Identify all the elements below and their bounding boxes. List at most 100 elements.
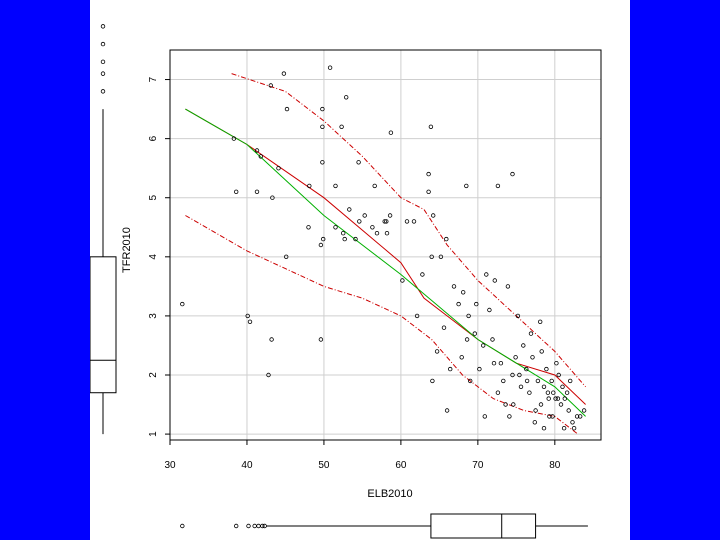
data-point [426, 171, 431, 177]
data-point [553, 396, 558, 401]
data-point [284, 106, 290, 112]
data-point [538, 402, 544, 407]
y-box-outlier [100, 24, 106, 29]
x-box [430, 513, 537, 539]
upper-band-line [231, 73, 586, 388]
data-point [528, 331, 534, 336]
data-point [484, 272, 489, 277]
data-point [487, 307, 492, 313]
x-tick-label: 30 [164, 460, 176, 471]
y-box-outlier [100, 59, 106, 65]
y-tick-label: 7 [148, 76, 159, 82]
y-axis-label: TFR2010 [121, 227, 133, 273]
data-point [541, 384, 547, 389]
data-point [283, 254, 289, 259]
data-point [566, 408, 571, 413]
data-point [247, 319, 253, 324]
x-box-outlier [233, 523, 239, 529]
data-point [268, 83, 273, 88]
data-point [180, 301, 185, 307]
data-point [539, 349, 544, 354]
data-point [318, 337, 324, 342]
data-point [491, 361, 497, 366]
data-point [400, 278, 405, 283]
data-point [451, 284, 457, 289]
data-point [426, 189, 431, 194]
data-point [472, 331, 477, 336]
data-point [231, 136, 237, 141]
data-point [568, 378, 573, 384]
data-point [517, 372, 522, 378]
data-point [434, 349, 440, 354]
data-point [430, 378, 435, 384]
scatterplot-chart: 1 2 3 4 5 6 7 30 40 50 60 70 80 ELB2010 TFR2010 [90, 24, 602, 539]
data-point [387, 213, 393, 218]
data-point [384, 230, 390, 236]
data-point [382, 219, 387, 224]
data-point [353, 236, 358, 242]
confidence-bands [185, 73, 586, 435]
data-point [320, 106, 325, 112]
y-box [90, 256, 117, 394]
data-point [444, 236, 449, 242]
data-point [461, 290, 466, 295]
data-point [495, 390, 501, 395]
data-point [558, 402, 564, 407]
data-point [254, 148, 260, 153]
x-tick-label: 50 [318, 460, 330, 471]
data-point [357, 219, 362, 224]
data-point [495, 183, 501, 189]
data-point [518, 384, 524, 389]
data-point [551, 390, 556, 395]
x-tick-label: 80 [549, 460, 561, 471]
lower-band-line [185, 215, 579, 435]
data-point [546, 396, 551, 401]
data-point [384, 219, 389, 224]
y-tick-label: 3 [148, 313, 159, 319]
data-point [532, 420, 537, 425]
data-point [464, 183, 469, 189]
data-point [524, 378, 530, 384]
y-tick-label: 6 [148, 135, 159, 141]
data-point [570, 420, 575, 425]
data-point [550, 414, 555, 419]
data-point [459, 355, 464, 360]
data-points [180, 65, 587, 431]
data-point [444, 408, 450, 413]
data-point [549, 378, 554, 384]
data-point [510, 372, 515, 378]
y-box-outlier [100, 89, 106, 94]
data-point [411, 219, 417, 224]
data-point [521, 343, 526, 348]
x-tick-label: 60 [395, 460, 407, 471]
data-point [513, 355, 518, 360]
data-point [370, 225, 375, 230]
data-point [555, 396, 561, 401]
data-point [498, 361, 504, 366]
data-point [342, 236, 347, 242]
y-box-outlier [100, 71, 106, 76]
y-tick-label: 5 [148, 195, 159, 201]
data-point [474, 301, 479, 307]
data-point [578, 414, 583, 419]
data-point [505, 284, 511, 289]
data-point [574, 414, 580, 419]
data-point [356, 160, 361, 165]
data-point [374, 230, 380, 236]
data-point [428, 124, 434, 129]
chart-frame: 1 2 3 4 5 6 7 30 40 50 60 70 80 ELB2010 TFR2010 [90, 0, 630, 540]
data-point [307, 183, 312, 189]
data-point [561, 426, 567, 431]
data-point [347, 207, 352, 212]
data-point [524, 366, 529, 372]
data-point [564, 390, 570, 395]
data-point [490, 337, 495, 342]
data-point [581, 408, 587, 413]
y-boxplot [90, 24, 117, 435]
plot-border [169, 49, 602, 441]
x-box-outlier [260, 523, 265, 529]
data-point [560, 384, 565, 389]
data-point [515, 313, 521, 319]
data-point [533, 408, 538, 413]
data-point [327, 65, 333, 70]
